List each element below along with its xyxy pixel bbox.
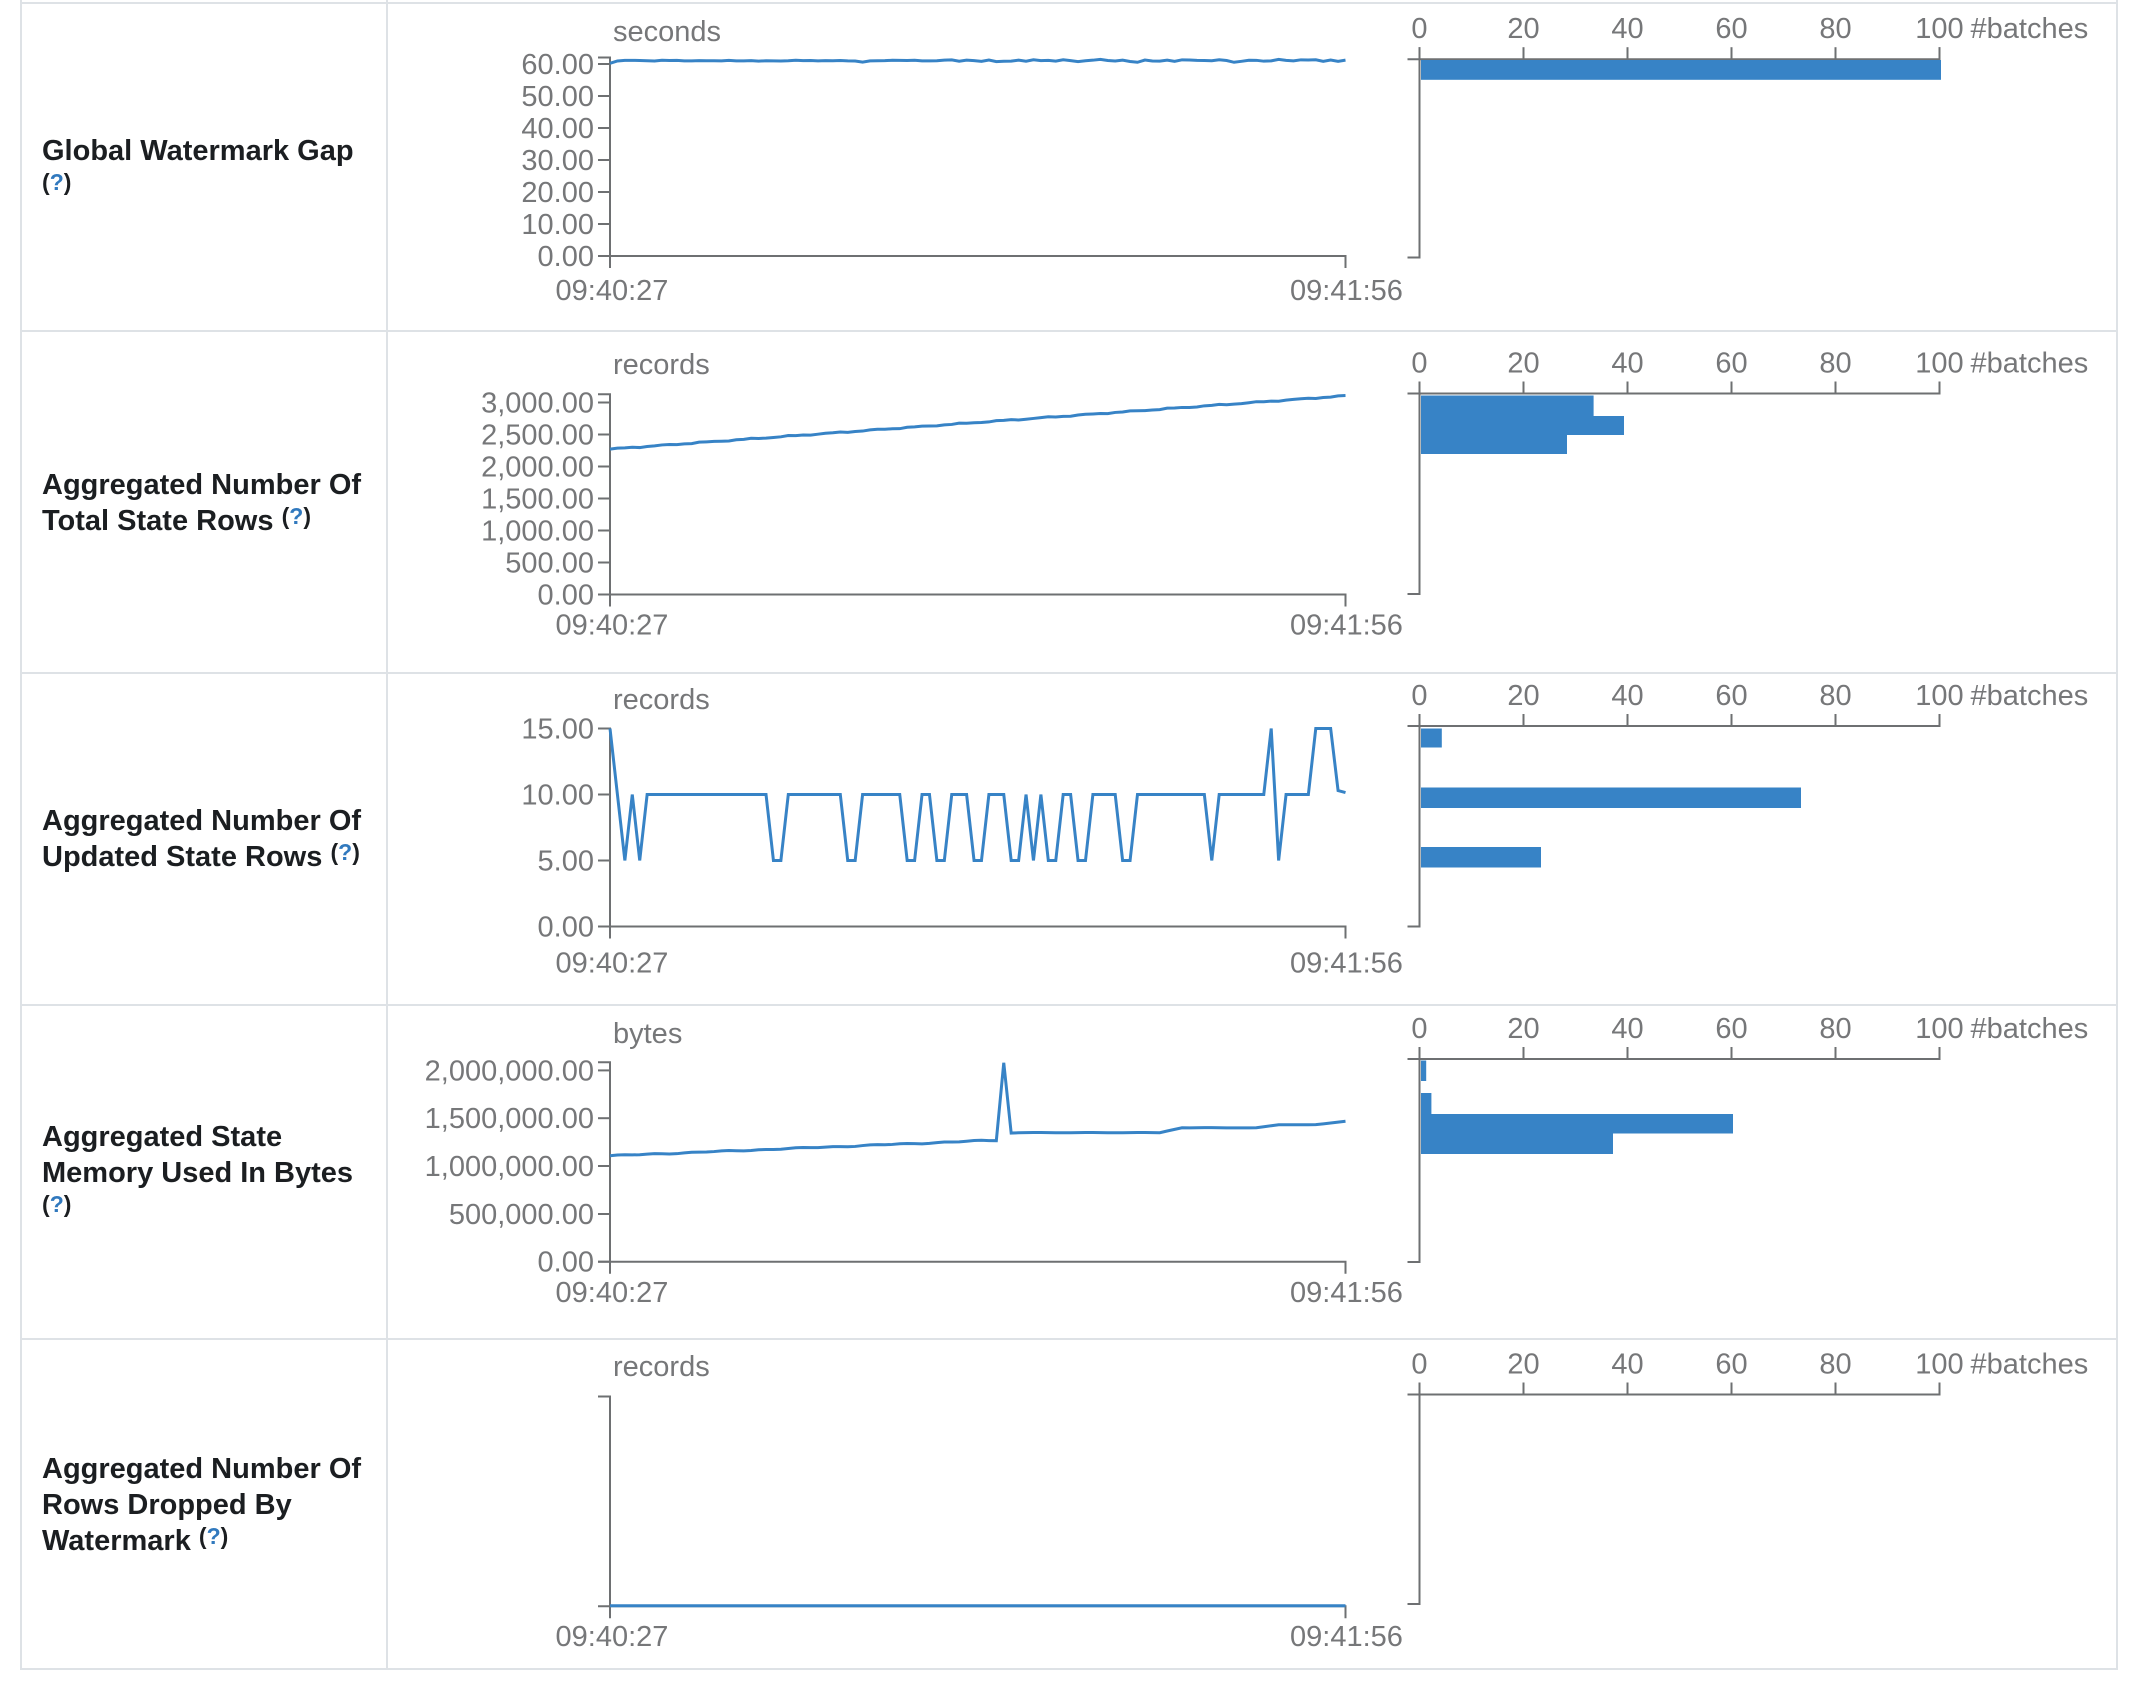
svg-text:0.00: 0.00 [538, 1247, 594, 1279]
svg-text:15.00: 15.00 [521, 714, 594, 746]
svg-text:09:41:56: 09:41:56 [1290, 275, 1403, 307]
svg-text:0: 0 [1411, 13, 1427, 45]
svg-text:2,500.00: 2,500.00 [481, 420, 594, 452]
svg-text:80: 80 [1819, 1013, 1851, 1045]
svg-text:80: 80 [1819, 1349, 1851, 1381]
svg-text:100: 100 [1915, 348, 1963, 380]
svg-text:09:40:27: 09:40:27 [556, 1621, 669, 1653]
svg-text:10.00: 10.00 [521, 209, 594, 241]
svg-text:0.00: 0.00 [538, 241, 594, 273]
svg-text:60: 60 [1715, 1013, 1747, 1045]
svg-text:0: 0 [1411, 348, 1427, 380]
svg-text:100: 100 [1915, 13, 1963, 45]
svg-text:#batches: #batches [1971, 680, 2089, 712]
svg-text:80: 80 [1819, 680, 1851, 712]
svg-text:0.00: 0.00 [538, 912, 594, 944]
svg-text:40: 40 [1611, 1349, 1643, 1381]
svg-text:20: 20 [1507, 13, 1539, 45]
svg-text:2,000,000.00: 2,000,000.00 [425, 1055, 594, 1087]
svg-text:2,000.00: 2,000.00 [481, 452, 594, 484]
svg-text:60: 60 [1715, 13, 1747, 45]
svg-text:40: 40 [1611, 348, 1643, 380]
svg-text:50.00: 50.00 [521, 81, 594, 113]
svg-text:40.00: 40.00 [521, 113, 594, 145]
svg-text:1,000,000.00: 1,000,000.00 [425, 1151, 594, 1183]
svg-text:#batches: #batches [1971, 13, 2089, 45]
svg-text:20.00: 20.00 [521, 177, 594, 209]
svg-text:100: 100 [1915, 680, 1963, 712]
svg-text:500,000.00: 500,000.00 [449, 1199, 594, 1231]
svg-text:20: 20 [1507, 348, 1539, 380]
svg-text:1,500,000.00: 1,500,000.00 [425, 1103, 594, 1135]
svg-text:40: 40 [1611, 13, 1643, 45]
svg-text:0: 0 [1411, 1349, 1427, 1381]
svg-text:1,500.00: 1,500.00 [481, 484, 594, 516]
svg-text:100: 100 [1915, 1013, 1963, 1045]
svg-text:30.00: 30.00 [521, 145, 594, 177]
svg-text:09:41:56: 09:41:56 [1290, 610, 1403, 642]
svg-text:records: records [613, 1351, 710, 1383]
svg-text:5.00: 5.00 [538, 846, 594, 878]
svg-text:40: 40 [1611, 1013, 1643, 1045]
svg-text:1,000.00: 1,000.00 [481, 516, 594, 548]
svg-text:40: 40 [1611, 680, 1643, 712]
svg-text:09:40:27: 09:40:27 [556, 275, 669, 307]
svg-text:records: records [613, 684, 710, 716]
svg-text:09:40:27: 09:40:27 [556, 1277, 669, 1309]
svg-text:seconds: seconds [613, 16, 721, 48]
svg-text:09:40:27: 09:40:27 [556, 610, 669, 642]
svg-text:09:40:27: 09:40:27 [556, 948, 669, 980]
svg-text:60: 60 [1715, 1349, 1747, 1381]
svg-text:0.00: 0.00 [538, 580, 594, 612]
svg-text:20: 20 [1507, 1013, 1539, 1045]
svg-text:60: 60 [1715, 348, 1747, 380]
svg-text:80: 80 [1819, 13, 1851, 45]
svg-text:500.00: 500.00 [505, 548, 594, 580]
svg-text:10.00: 10.00 [521, 780, 594, 812]
svg-text:0: 0 [1411, 1013, 1427, 1045]
svg-text:records: records [613, 349, 710, 381]
svg-text:20: 20 [1507, 680, 1539, 712]
svg-text:09:41:56: 09:41:56 [1290, 1621, 1403, 1653]
svg-text:60: 60 [1715, 680, 1747, 712]
svg-text:60.00: 60.00 [521, 49, 594, 81]
svg-text:3,000.00: 3,000.00 [481, 388, 594, 420]
svg-text:09:41:56: 09:41:56 [1290, 1277, 1403, 1309]
svg-text:09:41:56: 09:41:56 [1290, 948, 1403, 980]
svg-text:#batches: #batches [1971, 1013, 2089, 1045]
svg-text:#batches: #batches [1971, 348, 2089, 380]
svg-text:20: 20 [1507, 1349, 1539, 1381]
svg-text:80: 80 [1819, 348, 1851, 380]
svg-text:bytes: bytes [613, 1018, 682, 1050]
svg-text:#batches: #batches [1971, 1349, 2089, 1381]
svg-text:100: 100 [1915, 1349, 1963, 1381]
svg-text:0: 0 [1411, 680, 1427, 712]
